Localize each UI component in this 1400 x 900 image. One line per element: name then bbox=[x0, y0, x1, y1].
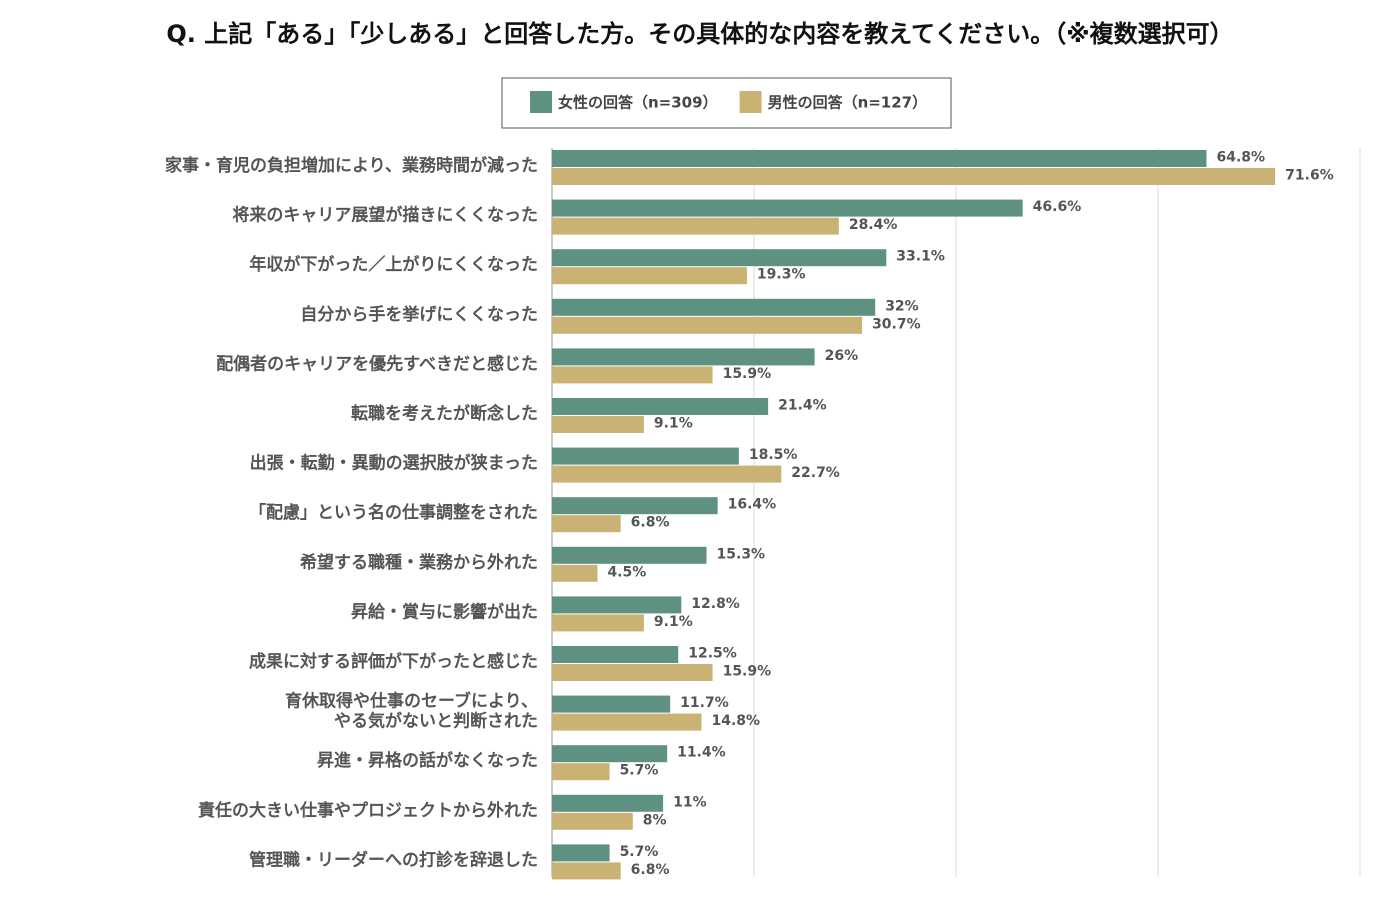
category-label: 転職を考えたが断念した bbox=[351, 403, 538, 424]
value-label: 46.6% bbox=[1033, 199, 1082, 215]
bar bbox=[552, 168, 1276, 185]
bar bbox=[552, 546, 707, 564]
value-label: 71.6% bbox=[1285, 168, 1334, 184]
bar bbox=[552, 794, 664, 812]
value-label: 8% bbox=[643, 812, 667, 828]
bar bbox=[552, 447, 739, 465]
category-label: 将来のキャリア展望が描きにくくなった bbox=[232, 205, 538, 226]
category-label: 希望する職種・業務から外れた bbox=[300, 552, 538, 573]
bar bbox=[552, 763, 610, 781]
value-label: 5.7% bbox=[620, 844, 659, 860]
value-label: 32% bbox=[885, 298, 919, 314]
bar bbox=[552, 862, 621, 880]
bar bbox=[552, 812, 633, 830]
category-label: 年収が下がった／上がりにくくなった bbox=[249, 254, 538, 275]
bar bbox=[552, 497, 718, 515]
category-label: 昇進・昇格の話がなくなった bbox=[317, 750, 538, 771]
bar bbox=[552, 348, 815, 366]
bar bbox=[552, 844, 610, 862]
bar bbox=[552, 398, 769, 415]
bar bbox=[552, 298, 876, 316]
category-label: 育休取得や仕事のセーブにより、やる気がないと判断された bbox=[285, 691, 538, 732]
value-label: 15.9% bbox=[723, 366, 772, 382]
bar bbox=[552, 465, 782, 483]
value-label: 9.1% bbox=[654, 614, 693, 630]
value-label: 11.7% bbox=[680, 695, 729, 711]
value-label: 22.7% bbox=[791, 465, 840, 481]
value-label: 12.5% bbox=[688, 646, 737, 662]
value-label: 21.4% bbox=[778, 398, 827, 414]
value-label: 11% bbox=[673, 794, 707, 810]
value-label: 18.5% bbox=[749, 447, 798, 463]
bar bbox=[552, 646, 679, 663]
category-label: 家事・育児の負担増加により、業務時間が減った bbox=[165, 155, 538, 176]
legend-box bbox=[501, 77, 952, 129]
bar bbox=[552, 249, 887, 267]
bar bbox=[552, 150, 1207, 167]
legend-swatch bbox=[530, 91, 552, 113]
value-label: 6.8% bbox=[631, 862, 670, 878]
bar bbox=[552, 366, 713, 384]
category-label: 自分から手を挙げにくくなった bbox=[300, 304, 538, 325]
bar bbox=[552, 695, 671, 713]
value-label: 30.7% bbox=[872, 316, 921, 332]
value-label: 14.8% bbox=[711, 713, 760, 729]
value-label: 28.4% bbox=[849, 217, 898, 233]
value-label: 9.1% bbox=[654, 416, 693, 432]
category-label: 「配慮」という名の仕事調整をされた bbox=[249, 502, 538, 523]
value-label: 33.1% bbox=[896, 249, 945, 265]
value-label: 12.8% bbox=[691, 596, 740, 612]
bar bbox=[552, 267, 747, 285]
chart-title: Q. 上記「ある」「少しある」と回答した方。その具体的な内容を教えてください。（… bbox=[166, 20, 1233, 48]
category-label: 管理職・リーダーへの打診を辞退した bbox=[249, 849, 538, 870]
legend-swatch bbox=[739, 91, 762, 113]
bar bbox=[552, 564, 598, 582]
legend-label: 女性の回答（n=309） bbox=[558, 94, 718, 112]
bar bbox=[552, 713, 702, 731]
bar bbox=[552, 515, 621, 533]
bar bbox=[552, 614, 644, 632]
value-label: 4.5% bbox=[607, 564, 646, 580]
bar bbox=[552, 596, 682, 614]
bar bbox=[552, 217, 839, 235]
value-label: 16.4% bbox=[728, 497, 777, 513]
bar bbox=[552, 199, 1023, 217]
category-label: 成果に対する評価が下がったと感じた bbox=[249, 651, 538, 672]
bar bbox=[552, 316, 863, 334]
category-label: 昇給・賞与に影響が出た bbox=[351, 601, 538, 622]
value-label: 15.3% bbox=[717, 546, 766, 562]
value-label: 15.9% bbox=[723, 664, 772, 680]
bar bbox=[552, 664, 713, 681]
category-label: 出張・転勤・異動の選択肢が狭まった bbox=[250, 453, 538, 474]
legend-label: 男性の回答（n=127） bbox=[768, 94, 928, 112]
value-label: 6.8% bbox=[631, 515, 670, 531]
value-label: 64.8% bbox=[1216, 150, 1265, 166]
bar bbox=[552, 745, 668, 763]
value-label: 11.4% bbox=[677, 745, 726, 761]
value-label: 5.7% bbox=[620, 763, 659, 779]
bar bbox=[552, 416, 644, 433]
value-label: 26% bbox=[825, 348, 859, 364]
category-label: 配偶者のキャリアを優先すべきだと感じた bbox=[216, 353, 538, 374]
value-label: 19.3% bbox=[757, 267, 806, 283]
category-label: 責任の大きい仕事やプロジェクトから外れた bbox=[198, 800, 538, 821]
